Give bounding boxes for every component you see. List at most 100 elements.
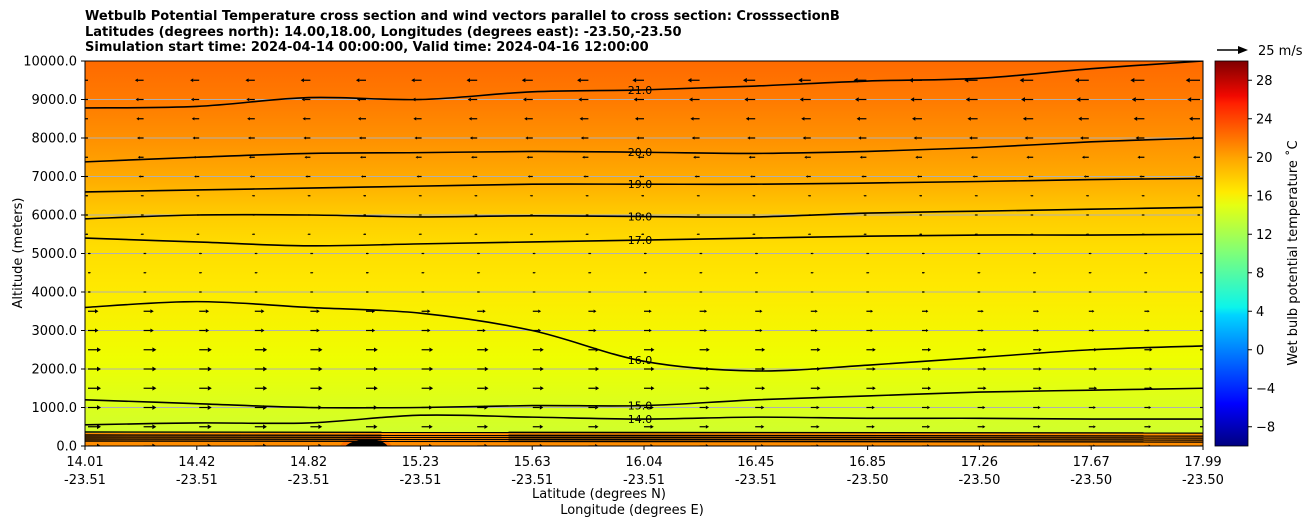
wind-vector-head	[589, 271, 592, 274]
wind-vector-head	[595, 366, 600, 372]
wind-vector-head	[804, 155, 807, 159]
wind-vector-head	[263, 443, 267, 446]
wind-vector-head	[1026, 155, 1029, 159]
wind-vector-head	[540, 347, 544, 352]
wind-vector-head	[311, 291, 314, 293]
wind-vector-head	[200, 271, 203, 274]
wind-vector-head	[802, 136, 806, 140]
wind-vector-head	[982, 405, 986, 410]
wind-vector-head	[1147, 329, 1150, 332]
wind-vector-head	[137, 155, 141, 159]
wind-vector-head	[1038, 386, 1042, 391]
wind-vector-head	[429, 386, 434, 391]
wind-vector-head	[423, 271, 425, 274]
wind-vector-head	[799, 97, 804, 102]
wind-vector-head	[466, 78, 471, 83]
wind-vector-head	[137, 136, 140, 140]
wind-vector-head	[207, 443, 212, 446]
wind-vector-head	[863, 233, 865, 236]
wind-vector-head	[478, 291, 481, 293]
wind-vector-head	[89, 291, 92, 293]
surface-contour	[85, 431, 1203, 434]
wind-vector-head	[816, 405, 820, 410]
wind-vector-head	[1093, 405, 1096, 410]
wind-vector-head	[577, 78, 581, 83]
wind-vector-head	[529, 194, 532, 197]
contour-line	[85, 177, 1203, 193]
wind-vector-head	[140, 214, 143, 216]
wind-vector-head	[1090, 271, 1092, 274]
y-tick-label: 2000.0	[32, 363, 78, 378]
wind-vector-head	[1201, 252, 1203, 255]
wind-vector-head	[372, 328, 376, 333]
wind-vector-head	[859, 155, 863, 159]
wind-vector-head	[965, 97, 970, 102]
wind-vector-head	[871, 405, 875, 410]
wind-vector-head	[1205, 387, 1208, 390]
wind-vector-head	[538, 309, 542, 313]
wind-vector-head	[474, 194, 476, 197]
wind-vector-head	[1145, 252, 1148, 255]
wind-vector-head	[645, 291, 648, 293]
wind-vector-head	[534, 271, 536, 274]
wind-vector-head	[138, 175, 141, 178]
x-tick-label-lat: 17.67	[1073, 455, 1110, 470]
x-tick-label-lon: -23.51	[288, 473, 330, 488]
y-tick-label: 7000.0	[32, 170, 78, 185]
wind-vector-head	[923, 291, 926, 293]
wind-vector-head	[150, 328, 154, 333]
wind-vector-head	[373, 424, 378, 429]
wind-vector-head	[1081, 155, 1085, 159]
wind-vector-head	[200, 291, 203, 293]
wind-vector-head	[261, 309, 265, 314]
wind-vector-head	[595, 443, 599, 446]
wind-vector-head	[756, 291, 759, 293]
surface-contour	[85, 438, 1203, 441]
wind-vector-head	[303, 136, 307, 140]
wind-vector-head	[983, 367, 987, 371]
wind-vector-head	[696, 214, 699, 216]
wind-vector-head	[650, 424, 654, 429]
wind-reference-label: 25 m/s	[1258, 44, 1303, 59]
x-tick-label-lat: 14.01	[66, 455, 103, 470]
wind-vector-head	[582, 155, 585, 159]
wind-vector-head	[1083, 175, 1086, 178]
wind-vector-head	[744, 97, 748, 102]
wind-vector-head	[979, 291, 981, 293]
wind-vector-head	[918, 194, 921, 197]
x-tick-label-lon: -23.51	[735, 473, 777, 488]
wind-vector-head	[134, 78, 138, 83]
wind-vector-head	[867, 252, 870, 255]
x-tick-label-lon: -23.51	[399, 473, 441, 488]
wind-vector-head	[540, 386, 544, 391]
wind-vector-head	[152, 443, 157, 446]
wind-vector-head	[97, 405, 101, 410]
colorbar-tick-label: 12	[1256, 228, 1273, 243]
wind-vector-head	[82, 156, 84, 159]
wind-vector-head	[816, 424, 820, 429]
wind-vector-head	[1085, 214, 1088, 216]
wind-vector-head	[1022, 116, 1027, 121]
wind-vector-head	[923, 252, 926, 255]
wind-vector-head	[1037, 425, 1041, 429]
wind-vector-head	[1204, 445, 1206, 448]
wind-vector-head	[539, 424, 544, 429]
wind-vector-head	[474, 214, 476, 216]
wind-vector-head	[318, 385, 323, 391]
wind-vector-head	[1187, 97, 1192, 102]
wind-vector-head	[872, 367, 876, 371]
wind-vector-head	[140, 233, 143, 236]
wind-vector-head	[248, 155, 252, 159]
wind-vector-head	[649, 309, 652, 313]
wind-vector-head	[524, 116, 528, 121]
y-tick-label: 3000.0	[32, 324, 78, 339]
wind-vector-head	[427, 328, 431, 333]
wind-vector-head	[300, 78, 304, 83]
wind-vector-head	[97, 385, 101, 391]
wind-vector-head	[427, 309, 431, 314]
wind-vector-head	[263, 385, 268, 391]
wind-vector-head	[807, 194, 810, 197]
wind-vector-head	[263, 366, 268, 372]
wind-reference-arrowhead	[1238, 46, 1248, 54]
wind-vector-head	[650, 405, 654, 410]
